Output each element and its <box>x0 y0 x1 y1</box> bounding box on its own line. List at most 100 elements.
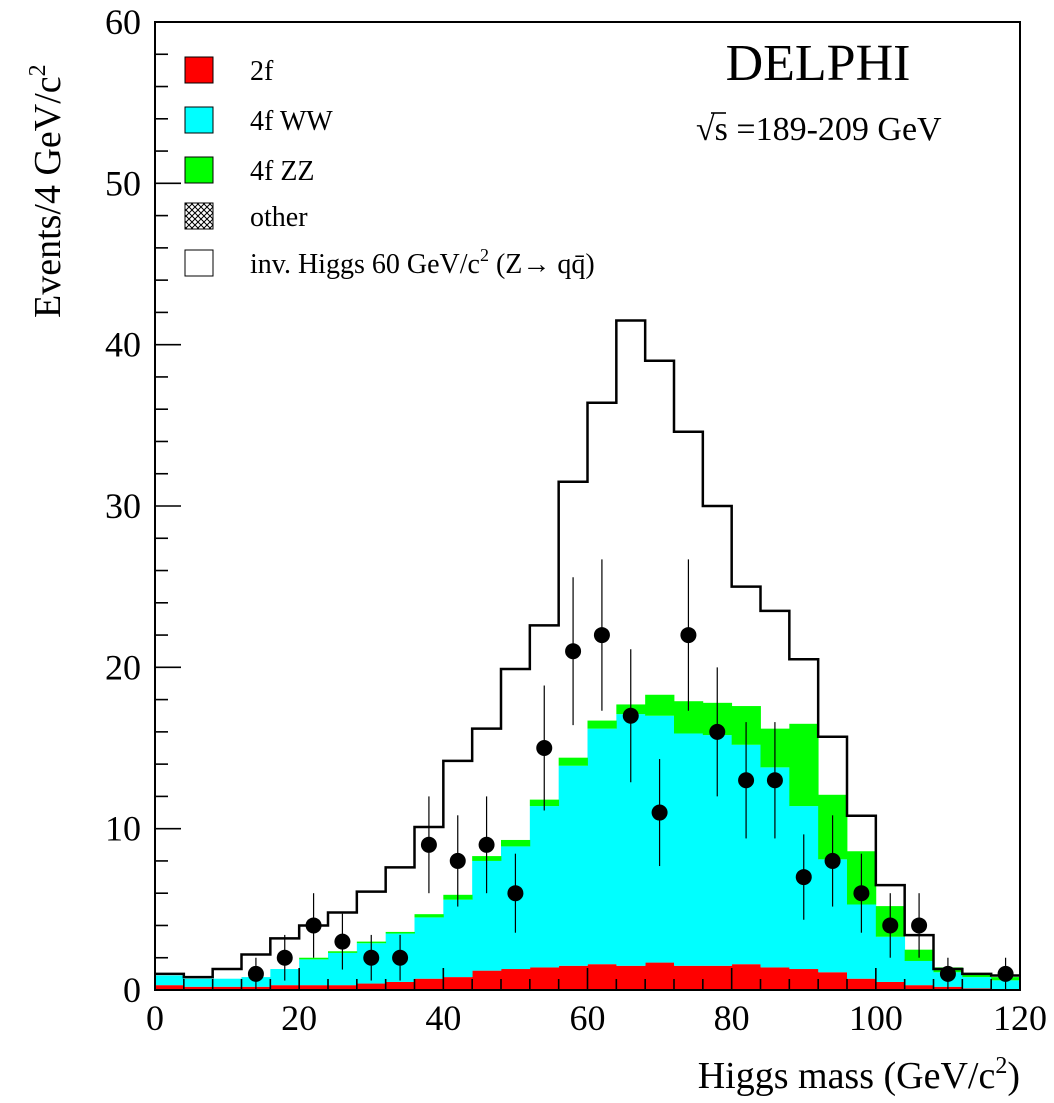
x-axis-label-text: Higgs mass (GeV/c <box>698 1055 996 1097</box>
bar-2f-bin-23 <box>818 972 848 990</box>
data-point <box>651 804 668 821</box>
legend: 2f 4f WW 4f ZZ other inv. Higgs 60 GeV/c… <box>184 56 595 280</box>
bar-2f-bin-2 <box>212 986 242 990</box>
data-point <box>766 772 783 789</box>
data-point <box>593 627 610 644</box>
bar-2f-bin-4 <box>270 985 300 990</box>
energy-sqrt-s: √s <box>696 111 728 148</box>
legend-swatch-4f-ww <box>184 106 214 134</box>
bar-2f-bin-25 <box>875 981 906 990</box>
data-point <box>478 836 495 853</box>
bar-2f-bin-10 <box>443 977 473 990</box>
legend-signal-sup: 2 <box>480 245 489 265</box>
data-point <box>276 949 293 966</box>
legend-item-2f: 2f <box>184 56 274 87</box>
data-point <box>853 885 870 902</box>
legend-signal-text: inv. Higgs 60 GeV/c <box>250 249 480 280</box>
x-axis-label: Higgs mass (GeV/c2) <box>698 1053 1020 1097</box>
y-tick-label: 10 <box>105 809 141 849</box>
data-point <box>392 949 409 966</box>
bar-2f-bin-18 <box>674 965 704 990</box>
bar-2f-bin-13 <box>529 967 560 990</box>
x-axis-label-sup: 2 <box>995 1053 1007 1079</box>
bar-4f-ww-bin-2 <box>212 978 242 987</box>
bar-4f-ww-bin-15 <box>587 728 617 965</box>
bar-4f-ww-bin-0 <box>155 975 185 986</box>
experiment-label: DELPHI <box>726 35 911 92</box>
legend-label-signal: inv. Higgs 60 GeV/c2 (Z→ qq̄) <box>250 245 595 280</box>
x-axis: 0 20 40 60 80 100 120 <box>146 968 1047 1038</box>
data-point <box>449 852 466 869</box>
legend-label-4f-ww: 4f WW <box>250 106 333 137</box>
bar-4f-zz-bin-5 <box>299 957 329 960</box>
bar-2f-bin-12 <box>501 969 531 990</box>
bar-2f-bin-21 <box>760 967 790 990</box>
y-tick-label: 0 <box>123 970 141 1010</box>
data-point <box>882 917 899 934</box>
bar-4f-ww-bin-5 <box>299 959 329 986</box>
legend-label-other: other <box>250 202 308 233</box>
bar-2f-bin-24 <box>847 978 877 990</box>
x-tick-label: 100 <box>849 998 903 1038</box>
bar-4f-ww-bin-13 <box>529 806 560 968</box>
x-tick-label: 120 <box>993 998 1047 1038</box>
data-point <box>997 965 1014 982</box>
x-tick-label: 80 <box>714 998 750 1038</box>
legend-swatch-signal <box>184 249 214 277</box>
data-point <box>565 643 582 660</box>
bar-4f-zz-bin-8 <box>385 931 415 934</box>
bar-2f-bin-19 <box>702 965 733 990</box>
y-axis-label-text: Events/4 GeV/c <box>27 76 69 318</box>
legend-swatch-other <box>184 202 214 230</box>
data-point <box>939 965 956 982</box>
data-point <box>536 740 553 756</box>
bar-4f-zz-bin-22 <box>789 723 819 807</box>
bar-2f-bin-5 <box>299 985 329 990</box>
bar-2f-bin-7 <box>356 983 387 990</box>
x-tick-label: 60 <box>570 998 606 1038</box>
bar-2f-bin-26 <box>904 985 934 990</box>
bar-4f-zz-bin-9 <box>414 914 444 918</box>
bar-4f-ww-bin-26 <box>904 960 934 986</box>
data-point <box>795 869 812 886</box>
y-tick-label: 40 <box>105 325 141 365</box>
bar-4f-ww-bin-10 <box>443 899 473 978</box>
signal-histogram-outline <box>155 319 1020 979</box>
data-point <box>911 917 928 934</box>
data-point <box>363 949 380 966</box>
bar-4f-ww-bin-9 <box>414 917 444 979</box>
y-tick-label: 60 <box>105 2 141 42</box>
legend-signal-suffix: (Z→ qq̄) <box>489 249 595 280</box>
y-tick-label: 30 <box>105 486 141 526</box>
bar-2f-bin-1 <box>183 986 214 990</box>
data-point <box>824 852 841 869</box>
legend-item-signal: inv. Higgs 60 GeV/c2 (Z→ qq̄) <box>184 245 595 280</box>
data-point <box>247 965 264 982</box>
x-tick-label: 40 <box>425 998 461 1038</box>
y-tick-label: 50 <box>105 163 141 203</box>
y-axis: 0 10 20 30 40 50 60 <box>105 2 181 1010</box>
legend-label-4f-zz: 4f ZZ <box>250 156 315 187</box>
bar-2f-bin-16 <box>616 965 646 990</box>
energy-value: =189-209 GeV <box>728 111 942 148</box>
bar-2f-bin-0 <box>155 985 185 990</box>
data-point <box>738 772 755 789</box>
bar-4f-ww-bin-1 <box>183 978 214 987</box>
bar-4f-ww-bin-28 <box>962 977 992 989</box>
bar-2f-bin-17 <box>645 962 675 990</box>
bar-4f-zz-bin-12 <box>501 839 531 847</box>
y-axis-label: Events/4 GeV/c2 <box>25 64 69 318</box>
legend-item-4f-ww: 4f WW <box>184 106 333 137</box>
data-point <box>420 836 437 853</box>
bar-2f-bin-14 <box>558 965 588 990</box>
x-tick-label: 0 <box>146 998 164 1038</box>
energy-label: √s =189-209 GeV <box>696 111 942 148</box>
bar-2f-bin-8 <box>385 981 415 990</box>
bar-2f-bin-22 <box>789 969 819 990</box>
bar-2f-bin-20 <box>731 964 761 990</box>
legend-label-2f: 2f <box>250 56 274 87</box>
bar-4f-zz-bin-17 <box>645 694 675 716</box>
bar-4f-ww-bin-14 <box>558 765 588 966</box>
x-tick-label: 20 <box>281 998 317 1038</box>
legend-swatch-2f <box>184 56 214 84</box>
